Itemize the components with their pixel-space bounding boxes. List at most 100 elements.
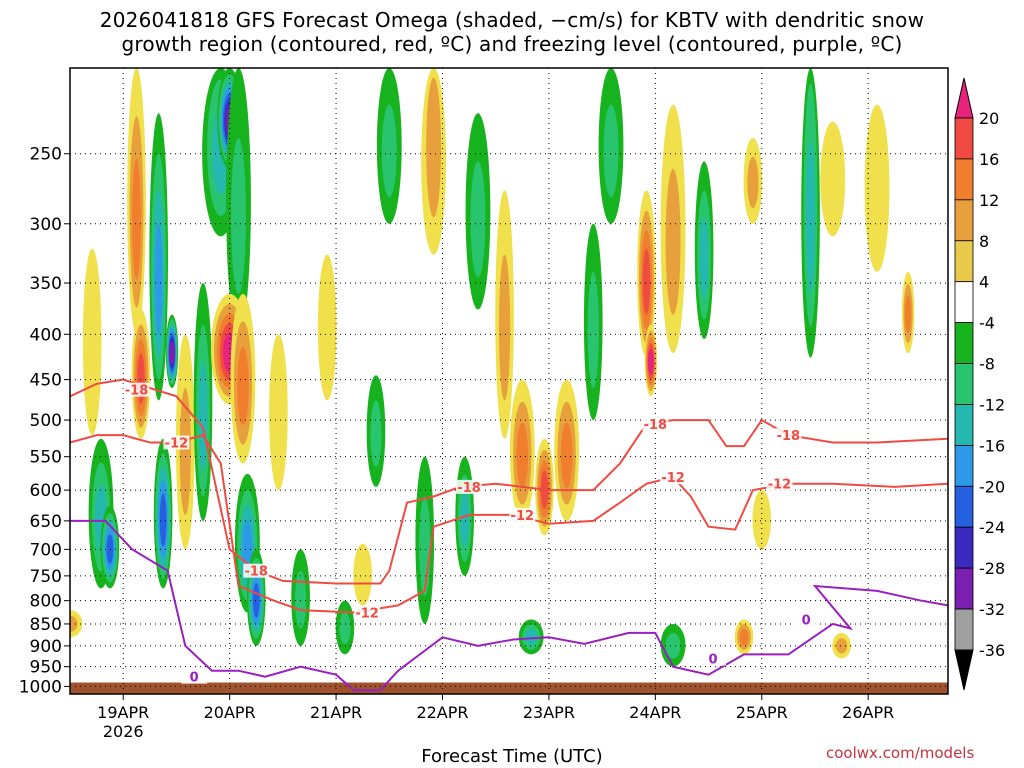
- contour-label-bg: [509, 507, 536, 522]
- omega-blob-45: [820, 121, 846, 237]
- omega-blob-47: [864, 104, 890, 272]
- omega-blob-37: [647, 349, 654, 375]
- colorbar-label: 8: [979, 232, 989, 251]
- omega-blob-27: [460, 492, 470, 548]
- colorbar-bottom-cap: [954, 649, 974, 691]
- omega-blob-7: [159, 493, 167, 547]
- contour-label: -12: [511, 509, 535, 524]
- contour-label-bg: [766, 476, 793, 491]
- omega-blob-10: [198, 362, 208, 471]
- omega-blob-19: [294, 570, 307, 629]
- colorbar-segment: [954, 117, 974, 160]
- contour-label: -18: [244, 565, 268, 580]
- colorbar-segment: [954, 567, 974, 610]
- contour-label: 0: [190, 671, 199, 686]
- colorbar-label: -20: [979, 477, 1005, 496]
- x-tick-label: 19APR: [97, 703, 149, 722]
- colorbar-label: 20: [979, 109, 999, 128]
- colorbar-label: -12: [979, 395, 1005, 414]
- omega-blob-46: [835, 638, 848, 654]
- credit-link[interactable]: coolwx.com/models: [826, 744, 975, 762]
- omega-blob-40: [699, 217, 709, 300]
- omega-blob-3: [106, 534, 114, 564]
- contour-label: -18: [457, 481, 481, 496]
- y-tick-label: 900: [30, 637, 62, 657]
- colorbar-label: -28: [979, 559, 1005, 578]
- y-tick-label: 250: [30, 145, 62, 165]
- colorbar-label: 16: [979, 150, 999, 169]
- x-tick-label: 25APR: [736, 703, 788, 722]
- contour-label: -12: [355, 606, 379, 621]
- x-tick-label: 24APR: [629, 703, 681, 722]
- contour-label: -18: [125, 384, 149, 399]
- x-axis-title: Forecast Time (UTC): [421, 746, 603, 767]
- colorbar-label: -36: [979, 641, 1005, 660]
- omega-blob-38: [665, 168, 681, 315]
- contour-label-bg: [123, 382, 150, 397]
- colorbar-segment: [954, 158, 974, 201]
- y-tick-label: 950: [30, 658, 62, 678]
- omega-blob-1: [82, 248, 102, 436]
- contour-label-bg: [775, 428, 802, 443]
- contour-label: -18: [777, 429, 801, 444]
- chart-title-line1: 2026041818 GFS Forecast Omega (shaded, −…: [99, 8, 925, 32]
- omega-blob-25: [426, 77, 442, 218]
- y-tick-label: 600: [30, 481, 62, 501]
- contour-label-bg: [642, 416, 669, 431]
- contour-label: 0: [802, 613, 811, 628]
- y-tick-label: 850: [30, 615, 62, 635]
- ground-strip: [70, 682, 948, 694]
- x-tick-label: 21APR: [310, 703, 362, 722]
- contour-label-bg: [699, 651, 726, 666]
- omega-blob-9: [179, 388, 191, 515]
- colorbar-segment: [954, 322, 974, 364]
- omega-blob-41: [739, 629, 749, 646]
- plot-frame: [69, 67, 949, 695]
- x-tick-label: 26APR: [842, 703, 894, 722]
- colorbar-top-cap: [954, 77, 974, 119]
- colorbar-label: -24: [979, 518, 1005, 537]
- omega-blob-36: [642, 248, 651, 315]
- colorbar-segment: [954, 363, 974, 405]
- omega-blob-34: [587, 271, 599, 389]
- contour-label: -18: [644, 418, 668, 433]
- contour-label-bg: [181, 669, 208, 684]
- omega-blob-48: [905, 295, 912, 334]
- omega-shading: [70, 68, 915, 667]
- x-tick-label: 23APR: [523, 703, 575, 722]
- y-tick-label: 500: [30, 411, 62, 431]
- omega-blob-20: [317, 254, 337, 401]
- colorbar-label: 12: [979, 191, 999, 210]
- omega-blob-35: [603, 104, 619, 198]
- colorbar: 20 16 12 8 4 -4 -8 -12 -16 -20 -24 -28 -32 -36: [954, 77, 1005, 691]
- colorbar-label: -16: [979, 436, 1005, 455]
- x-tick-sublabel: 2026: [103, 722, 144, 741]
- y-tick-label: 650: [30, 512, 62, 532]
- omega-blob-13: [231, 138, 246, 294]
- y-tick-label: 400: [30, 325, 62, 345]
- y-tick-label: 550: [30, 448, 62, 468]
- chart-title-line2: growth region (contoured, red, ºC) and f…: [121, 32, 903, 56]
- omega-blob-0: [70, 615, 78, 632]
- contour-label-bg: [243, 563, 270, 578]
- y-tick-label: 750: [30, 567, 62, 587]
- colorbar-segment: [954, 281, 974, 324]
- omega-blob-32: [560, 422, 573, 488]
- colorbar-segment: [954, 608, 974, 651]
- colorbar-label: -4: [979, 314, 995, 333]
- omega-blob-26: [419, 496, 431, 596]
- y-tick-label: 300: [30, 215, 62, 235]
- omega-blob-33: [525, 629, 537, 646]
- colorbar-segment: [954, 404, 974, 446]
- y-tick-label: 1000: [19, 677, 62, 697]
- colorbar-segment: [954, 199, 974, 242]
- x-tick-label: 20APR: [204, 703, 256, 722]
- omega-blob-6: [154, 223, 163, 335]
- x-tick-label: 22APR: [416, 703, 468, 722]
- omega-blob-8: [168, 341, 175, 365]
- omega-blob-30: [516, 422, 529, 488]
- omega-blob-15: [237, 346, 249, 426]
- contour-label: 0: [708, 653, 717, 668]
- contour-line-2: [70, 519, 948, 692]
